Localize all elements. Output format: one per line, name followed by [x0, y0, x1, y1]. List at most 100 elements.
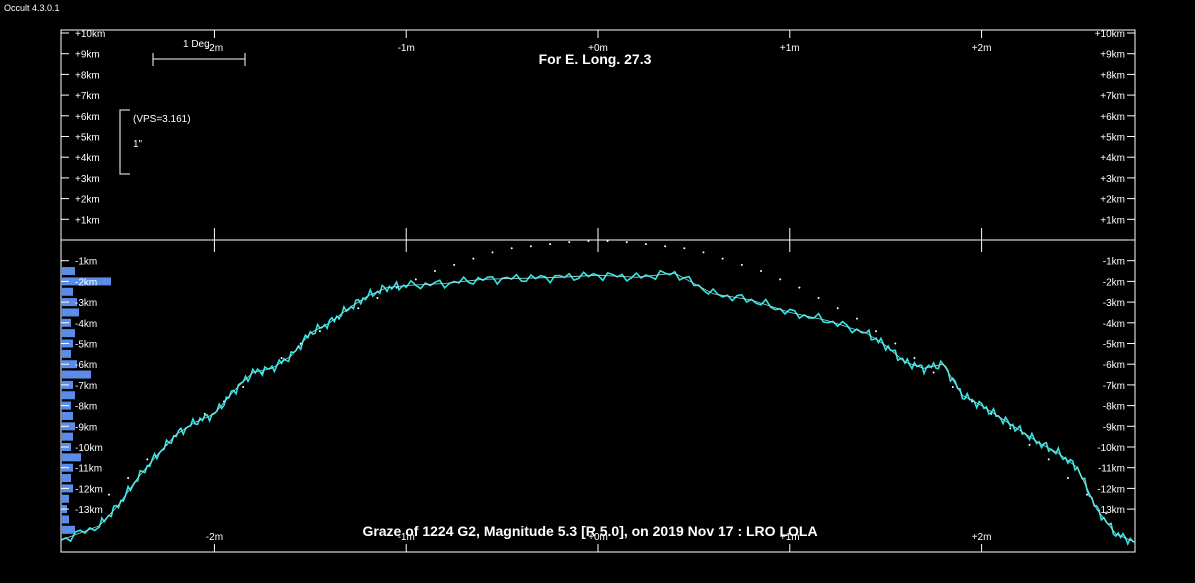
limb-dot [779, 278, 782, 281]
limb-dot [453, 263, 456, 266]
histogram-bar [61, 515, 69, 524]
y-tick-label-left: -12km [75, 484, 103, 495]
y-tick-label-right: -9km [1103, 422, 1125, 433]
limb-dot [529, 245, 532, 248]
y-tick-label-left: -3km [75, 298, 97, 309]
histogram-bar [61, 411, 73, 420]
scale-bar-label: 1 Deg [183, 39, 210, 50]
y-tick-label-left: -4km [75, 319, 97, 330]
limb-dot [395, 286, 398, 289]
y-tick-label-left: +3km [75, 174, 100, 185]
histogram-bar [61, 329, 75, 338]
x-tick-label-top: +1m [780, 43, 800, 54]
vps-label: (VPS=3.161) [133, 114, 191, 125]
limb-dot [280, 356, 283, 359]
window-title: Occult 4.3.0.1 [4, 3, 60, 13]
dotted-limb-layer [107, 240, 1108, 515]
limb-dot [472, 257, 475, 260]
x-tick-label-top: -1m [398, 43, 415, 54]
y-tick-label-right: -1km [1103, 257, 1125, 268]
y-tick-label-right: +5km [1100, 133, 1125, 144]
x-tick-label-bottom: -1m [398, 532, 415, 543]
limb-dot [683, 247, 686, 250]
arcsec-label: 1" [133, 139, 143, 150]
limb-dot [587, 240, 590, 243]
y-tick-label-left: +5km [75, 133, 100, 144]
histogram-bar [61, 370, 91, 379]
limb-dot [1028, 443, 1031, 446]
limb-dot [510, 247, 513, 250]
limb-dot [894, 342, 897, 345]
x-tick-label-top: +2m [972, 43, 992, 54]
y-tick-label-left: +9km [75, 50, 100, 61]
limb-dot [855, 317, 858, 320]
limb-dot [357, 307, 360, 310]
y-tick-label-right: +7km [1100, 91, 1125, 102]
x-tick-label-bottom: +2m [972, 532, 992, 543]
limb-dot [203, 412, 206, 415]
histogram-bar [61, 432, 73, 441]
y-tick-label-left: -2km [75, 277, 97, 288]
y-tick-label-right: +6km [1100, 112, 1125, 123]
y-tick-label-left: -1km [75, 257, 97, 268]
limb-dot [836, 307, 839, 310]
y-tick-label-right: +9km [1100, 50, 1125, 61]
limb-dot [606, 240, 609, 243]
limb-dot [318, 330, 321, 333]
y-axis-ticks: +10km +10km +9km +9km +8km +8km +7km +7km +6km +6… [61, 29, 1135, 516]
histogram-bar [61, 474, 71, 483]
limb-dot [625, 241, 628, 244]
y-tick-label-right: -5km [1103, 340, 1125, 351]
limb-profile-layer [60, 269, 1136, 546]
y-tick-label-right: -6km [1103, 360, 1125, 371]
x-tick-label-top: +0m [588, 43, 608, 54]
x-axis-ticks: -2m -2m -1m -1m +0m +0m +1m +1m +2m +2m [206, 30, 992, 552]
y-tick-label-right: -13km [1097, 505, 1125, 516]
y-tick-label-right: -8km [1103, 402, 1125, 413]
limb-dot [127, 477, 130, 480]
limb-dot [107, 493, 110, 496]
histogram-bar [61, 277, 111, 286]
y-tick-label-right: -3km [1103, 298, 1125, 309]
x-tick-label-top: -2m [206, 43, 223, 54]
y-tick-label-left: +4km [75, 153, 100, 164]
x-tick-label-bottom: -2m [206, 532, 223, 543]
y-tick-label-left: +1km [75, 215, 100, 226]
limb-dot [568, 241, 571, 244]
limb-profile-line [60, 269, 1136, 546]
y-tick-label-left: -7km [75, 381, 97, 392]
y-tick-label-right: -7km [1103, 381, 1125, 392]
y-tick-label-right: -12km [1097, 484, 1125, 495]
limb-dot [760, 270, 763, 273]
limb-dot [1047, 458, 1050, 461]
y-tick-label-right: +10km [1095, 29, 1125, 40]
y-tick-label-right: +1km [1100, 215, 1125, 226]
histogram-bar [61, 494, 69, 503]
limb-dot [798, 286, 801, 289]
limb-dot [932, 371, 935, 374]
limb-dot [875, 330, 878, 333]
vps-bracket [119, 109, 130, 175]
y-tick-label-left: +7km [75, 91, 100, 102]
limb-dot [702, 251, 705, 254]
limb-dot [1105, 512, 1108, 515]
y-tick-label-left: -8km [75, 402, 97, 413]
limb-dot [491, 251, 494, 254]
histogram-bar [61, 349, 71, 358]
y-tick-label-left: +2km [75, 195, 100, 206]
plot-frame [60, 29, 1136, 553]
y-tick-label-left: -13km [75, 505, 103, 516]
y-tick-label-right: +2km [1100, 195, 1125, 206]
limb-dot [951, 385, 954, 388]
y-tick-label-left: -6km [75, 360, 97, 371]
y-tick-label-right: -2km [1103, 277, 1125, 288]
y-tick-label-left: -5km [75, 340, 97, 351]
y-tick-label-right: -4km [1103, 319, 1125, 330]
limb-dot [913, 356, 916, 359]
limb-profile-smooth [60, 272, 1136, 543]
limb-dot [376, 296, 379, 299]
limb-dot [721, 257, 724, 260]
histogram-bar [61, 308, 79, 317]
